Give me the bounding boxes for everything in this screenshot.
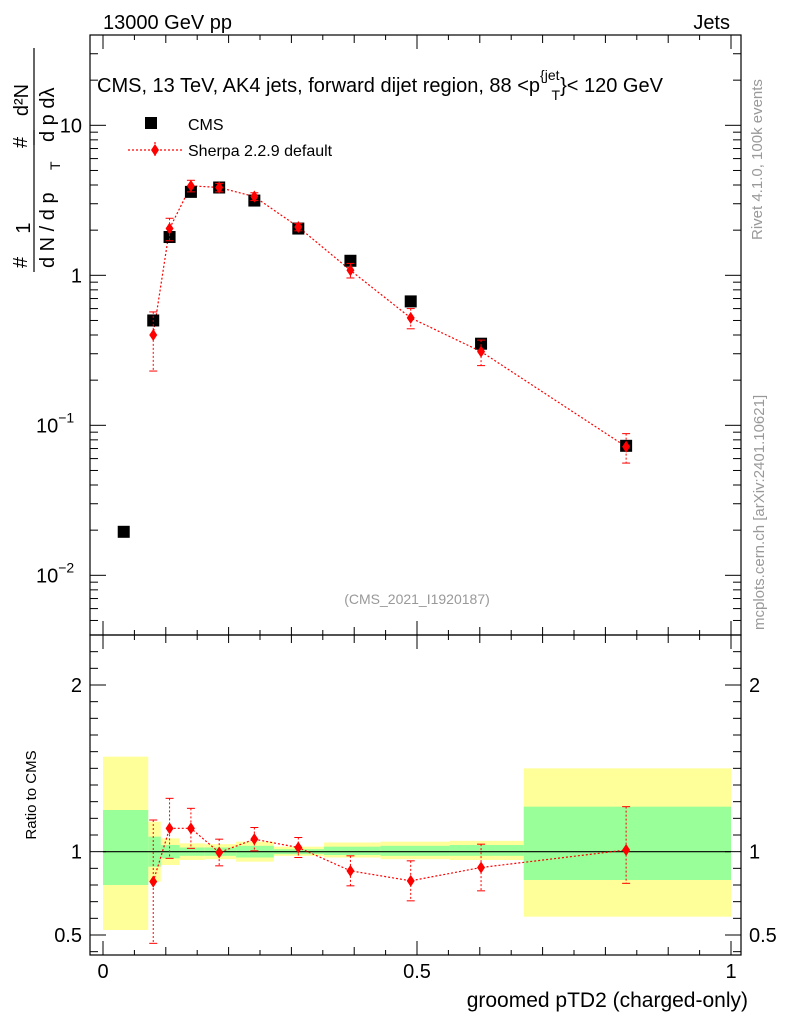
legend: CMS Sherpa 2.2.9 default — [128, 117, 333, 160]
main-x-ticks — [102, 35, 732, 635]
ratio-tick-labels: 2 2 1 1 0.5 0.5 0 0.5 1 — [54, 675, 777, 983]
main-y-tick-label: 10 — [60, 115, 82, 137]
cms-uncertainty-band-inner — [103, 810, 149, 885]
y-label-frac-den: d p dλ — [37, 88, 59, 142]
ratio-sherpa-point — [250, 833, 259, 846]
category-label: Jets — [693, 12, 730, 34]
ratio-sherpa-point — [149, 875, 158, 888]
y-label-sub-t: T — [47, 161, 63, 170]
main-y-ticks — [90, 34, 741, 636]
ratio-y-axis-label: Ratio to CMS — [23, 750, 40, 839]
ratio-y-tick-label-left: 1 — [71, 842, 82, 864]
ratio-frame — [89, 634, 742, 956]
sherpa-point — [186, 179, 195, 192]
ratio-y-tick-label-left: 0.5 — [54, 925, 82, 947]
main-y-tick-label: 10−1 — [36, 409, 74, 437]
plot-title: CMS, 13 TeV, AK4 jets, forward dijet reg… — [97, 67, 664, 103]
cms-point — [163, 231, 176, 244]
cms-point — [475, 337, 488, 350]
cms-uncertainty-band-inner — [523, 806, 731, 880]
x-tick-label: 0.5 — [403, 961, 431, 983]
main-y-tick-labels: 10 1 10−1 10−2 — [36, 115, 82, 587]
ratio-sherpa-point — [477, 861, 486, 874]
ratio-sherpa-point — [165, 822, 174, 835]
y-label-hash-2: # — [10, 136, 32, 148]
energy-label: 13000 GeV pp — [103, 12, 232, 34]
ratio-ticks — [90, 635, 741, 955]
x-axis-label: groomed pTD2 (charged-only) — [467, 989, 748, 1012]
ratio-sherpa-point — [215, 846, 224, 859]
ratio-y-tick-label-right: 0.5 — [749, 925, 777, 947]
x-tick-label: 0 — [97, 961, 108, 983]
legend-sherpa-marker — [151, 144, 159, 156]
ratio-y-tick-label-right: 2 — [749, 675, 760, 697]
ratio-sherpa-point — [186, 822, 195, 835]
main-plot-marks — [117, 179, 633, 538]
ratio-sherpa-point — [346, 864, 355, 877]
sherpa-point — [149, 329, 158, 341]
x-tick-label: 1 — [725, 961, 736, 983]
sherpa-point — [165, 222, 174, 235]
analysis-label: (CMS_2021_I1920187) — [344, 591, 490, 607]
y-label-one: 1 — [13, 222, 35, 233]
legend-cms-label: CMS — [188, 117, 224, 134]
main-y-tick-label: 10−2 — [36, 559, 74, 587]
site-label: mcplots.cern.ch [arXiv:2401.10621] — [751, 395, 768, 630]
sherpa-point — [622, 440, 631, 453]
ratio-sherpa-point — [406, 874, 415, 887]
y-label-frac-num: d²N — [11, 84, 33, 116]
ratio-panel: 2 2 1 1 0.5 0.5 0 0.5 1 — [54, 634, 777, 983]
y-label-ratio-den: d N / d p — [37, 192, 59, 268]
sherpa-point — [250, 190, 259, 203]
sherpa-point — [346, 264, 355, 277]
cms-uncertainty-band-inner — [380, 845, 450, 856]
main-panel: 10 1 10−1 10−2 CMS, 13 TeV, AK4 jets, forwa… — [36, 34, 742, 636]
main-y-axis-label: # 1 d N / d p T # d²N d p dλ — [10, 48, 63, 272]
ratio-plot-marks — [103, 756, 731, 944]
sherpa-point — [477, 345, 486, 358]
cms-uncertainty-band-inner — [324, 846, 381, 855]
ratio-y-tick-label-left: 2 — [71, 675, 82, 697]
rivet-label: Rivet 4.1.0, 100k events — [749, 79, 766, 240]
ratio-y-tick-label-right: 1 — [749, 842, 760, 864]
cms-point — [404, 295, 417, 308]
sherpa-point — [406, 311, 415, 324]
legend-sherpa-label: Sherpa 2.2.9 default — [188, 143, 333, 160]
legend-cms-marker — [145, 117, 157, 129]
y-label-hash-1: # — [10, 256, 32, 268]
ratio-sherpa-point — [294, 841, 303, 854]
sherpa-point — [215, 181, 224, 194]
main-y-tick-label: 1 — [71, 265, 82, 287]
sherpa-point — [294, 220, 303, 233]
ratio-sherpa-point — [622, 844, 631, 856]
cms-point — [117, 525, 130, 538]
sherpa-line — [152, 185, 627, 448]
cms-uncertainty-band-inner — [449, 845, 524, 856]
